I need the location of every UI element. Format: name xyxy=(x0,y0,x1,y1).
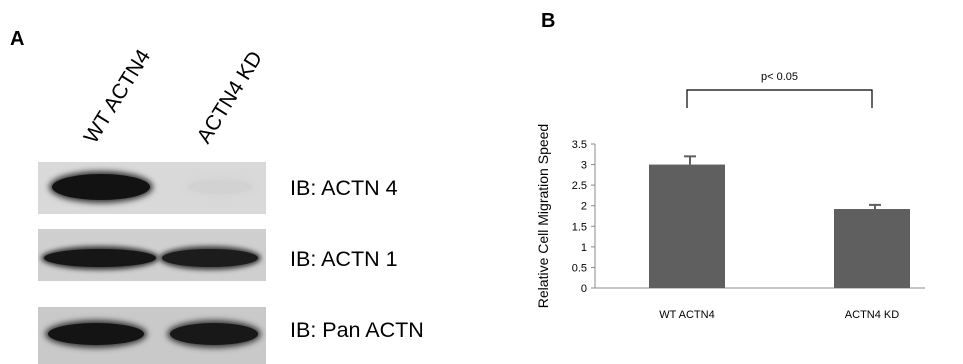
blot-label-actn1: IB: ACTN 1 xyxy=(290,247,398,271)
y-tick-label: 1 xyxy=(581,242,587,254)
significance-bracket xyxy=(686,89,873,108)
y-tick-label: 2 xyxy=(581,201,587,213)
band-actn1-wt xyxy=(44,249,156,267)
blot-actn1 xyxy=(38,229,266,281)
band-actn4-kd xyxy=(188,180,252,194)
y-tick-label: 0 xyxy=(581,283,587,295)
band-pan-kd xyxy=(170,323,258,345)
blot-label-pan-actn: IB: Pan ACTN xyxy=(290,318,424,342)
lane-label-kd: ACTN4 KD xyxy=(192,47,268,148)
band-actn1-kd xyxy=(162,249,258,267)
migration-speed-bar-chart: 0 0.5 1 1.5 2 2.5 3 3.5 Relative Cell Migration … xyxy=(535,71,925,321)
lane-label-wt: WT ACTN4 xyxy=(79,45,156,148)
y-axis-label: Relative Cell Migration Speed xyxy=(535,124,551,308)
blot-label-actn4: IB: ACTN 4 xyxy=(290,176,398,200)
bar xyxy=(649,164,725,288)
panel-b-label: B xyxy=(541,10,556,32)
band-actn4-wt xyxy=(52,174,150,200)
significance-label: p< 0.05 xyxy=(761,71,798,83)
blot-pan-actn xyxy=(38,307,266,364)
category-label: WT ACTN4 xyxy=(659,309,714,321)
y-tick-label: 0.5 xyxy=(572,262,587,274)
panel-a-label: A xyxy=(10,28,25,50)
blot-actn4 xyxy=(38,162,266,214)
y-tick-label: 3.5 xyxy=(572,139,587,151)
bar xyxy=(834,209,910,288)
y-tick-label: 3 xyxy=(581,160,587,172)
y-tick-label: 1.5 xyxy=(572,221,587,233)
category-label: ACTN4 KD xyxy=(845,309,899,321)
y-tick-label: 2.5 xyxy=(572,180,587,192)
band-pan-wt xyxy=(48,323,144,345)
